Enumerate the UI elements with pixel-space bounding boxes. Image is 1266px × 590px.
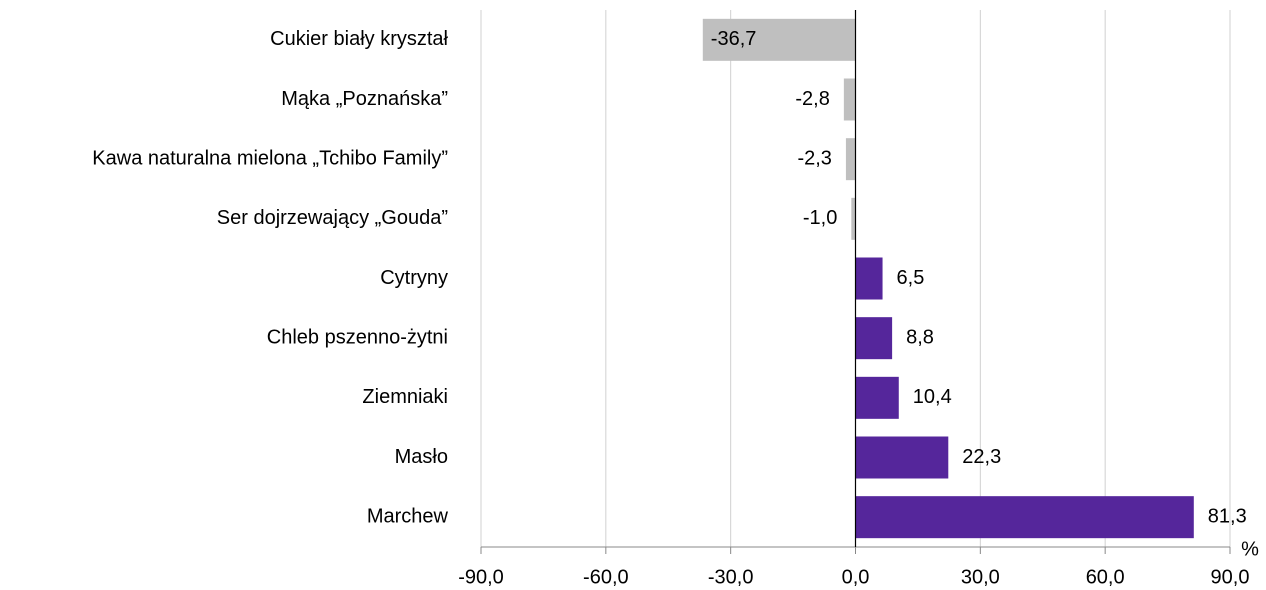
bar: [855, 376, 899, 419]
category-label: Mąka „Poznańska”: [281, 88, 448, 110]
value-label: -2,8: [795, 88, 829, 110]
x-tick-label: -90,0: [458, 566, 504, 588]
bar: [702, 18, 856, 61]
value-label: -1,0: [803, 207, 837, 229]
value-label: 10,4: [913, 386, 952, 408]
category-label: Cytryny: [380, 267, 448, 289]
bar: [843, 78, 856, 121]
bar: [855, 496, 1194, 539]
value-label: 6,5: [897, 267, 925, 289]
x-tick-label: 90,0: [1211, 566, 1250, 588]
value-label: 81,3: [1208, 505, 1247, 527]
category-label: Ser dojrzewający „Gouda”: [217, 207, 448, 229]
value-label: -36,7: [711, 28, 757, 50]
x-tick-label: 0,0: [842, 566, 870, 588]
category-label: Cukier biały kryształ: [270, 28, 448, 50]
x-tick-label: -60,0: [583, 566, 629, 588]
category-label: Masło: [395, 446, 448, 468]
bar: [855, 436, 949, 479]
bar: [845, 138, 856, 181]
category-label: Kawa naturalna mielona „Tchibo Family”: [92, 147, 448, 169]
value-label: 8,8: [906, 326, 934, 348]
bar: [855, 257, 883, 300]
value-label: -2,3: [797, 147, 831, 169]
value-label: 22,3: [962, 446, 1001, 468]
bar: [851, 197, 856, 240]
category-label: Chleb pszenno-żytni: [267, 326, 448, 348]
x-axis-unit: %: [1241, 538, 1259, 560]
x-tick-label: 60,0: [1086, 566, 1125, 588]
category-label: Ziemniaki: [362, 386, 448, 408]
bar: [855, 317, 893, 360]
x-tick-label: 30,0: [961, 566, 1000, 588]
category-label: Marchew: [367, 505, 449, 527]
x-tick-label: -30,0: [708, 566, 754, 588]
